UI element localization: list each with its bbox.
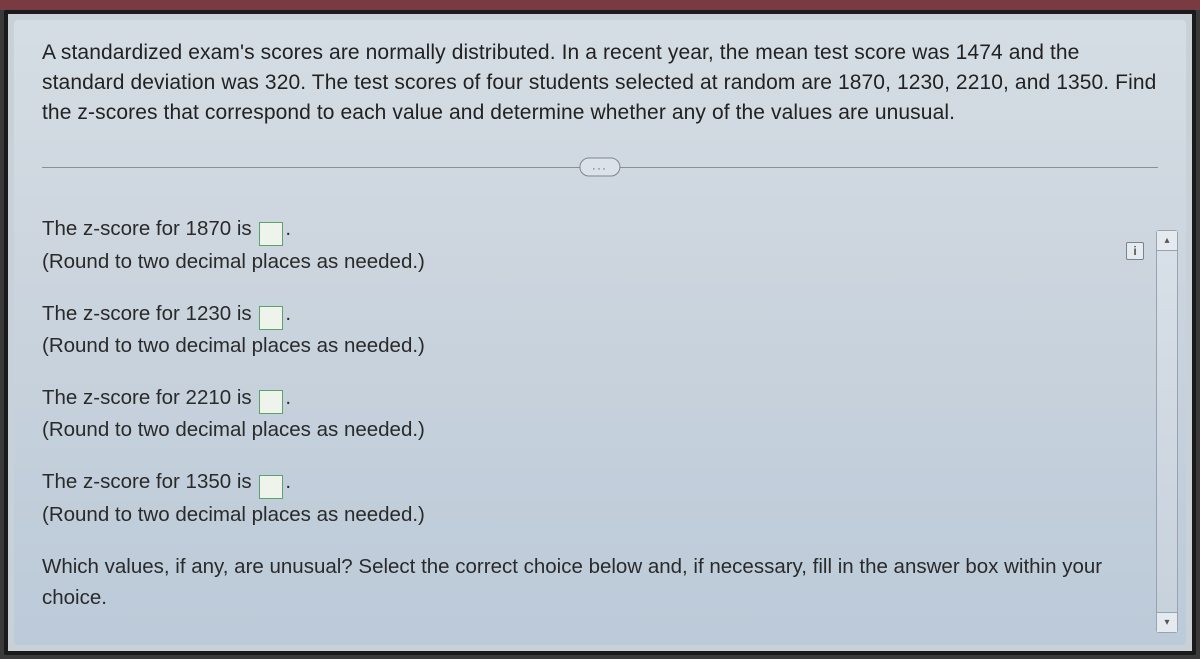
answer-area: The z-score for 1870 is . (Round to two … xyxy=(42,213,1158,614)
question-text: A standardized exam's scores are normall… xyxy=(42,38,1158,127)
hint-3: (Round to two decimal places as needed.) xyxy=(42,418,425,441)
window-top-strip xyxy=(0,0,1200,10)
scroll-down-button[interactable]: ▾ xyxy=(1157,612,1177,632)
expand-pill[interactable]: ... xyxy=(579,158,620,177)
final-question: Which values, if any, are unusual? Selec… xyxy=(42,551,1122,615)
zscore-block-3: The z-score for 2210 is . (Round to two … xyxy=(42,382,1122,446)
zscore-block-2: The z-score for 1230 is . (Round to two … xyxy=(42,298,1122,362)
prompt-pre-2: The z-score for 1230 is xyxy=(42,302,257,325)
question-panel: A standardized exam's scores are normall… xyxy=(14,20,1186,645)
prompt-post-4: . xyxy=(285,470,291,493)
section-divider: ... xyxy=(42,155,1158,179)
question-panel-outer: A standardized exam's scores are normall… xyxy=(4,10,1196,655)
prompt-post-2: . xyxy=(285,302,291,325)
hint-1: (Round to two decimal places as needed.) xyxy=(42,250,425,273)
prompt-pre-4: The z-score for 1350 is xyxy=(42,470,257,493)
zscore-input-3[interactable] xyxy=(259,390,283,414)
zscore-input-2[interactable] xyxy=(259,306,283,330)
zscore-input-1[interactable] xyxy=(259,222,283,246)
scrollbar[interactable]: ▴ ▾ xyxy=(1156,230,1178,633)
hint-2: (Round to two decimal places as needed.) xyxy=(42,334,425,357)
scroll-up-button[interactable]: ▴ xyxy=(1157,231,1177,251)
zscore-block-1: The z-score for 1870 is . (Round to two … xyxy=(42,213,1122,277)
prompt-post-3: . xyxy=(285,386,291,409)
hint-4: (Round to two decimal places as needed.) xyxy=(42,503,425,526)
prompt-pre-1: The z-score for 1870 is xyxy=(42,217,257,240)
zscore-block-4: The z-score for 1350 is . (Round to two … xyxy=(42,466,1122,530)
prompt-post-1: . xyxy=(285,217,291,240)
prompt-pre-3: The z-score for 2210 is xyxy=(42,386,257,409)
zscore-input-4[interactable] xyxy=(259,475,283,499)
